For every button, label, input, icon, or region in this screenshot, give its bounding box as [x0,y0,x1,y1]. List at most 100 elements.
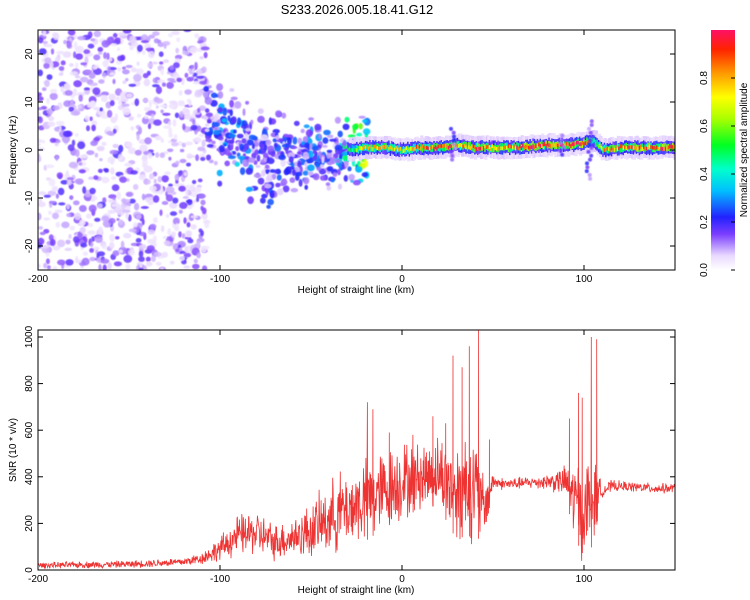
heatmap-cell [47,121,56,127]
heatmap-cell [232,151,237,155]
heatmap-cell [204,222,210,229]
heatmap-cell [39,231,46,236]
heatmap-cell [151,61,158,65]
heatmap-cell [63,83,69,89]
heatmap-cell [66,40,72,49]
x-tick-label: 100 [576,574,593,585]
heatmap-cell [143,106,152,112]
heatmap-cell [183,114,192,120]
heatmap-cell [126,93,133,98]
heatmap-cell [74,133,79,137]
heatmap-cell [263,152,269,158]
heatmap-cell [169,202,178,209]
heatmap-cell [245,100,250,105]
heatmap-cell [88,72,96,79]
heatmap-cell [224,160,230,167]
heatmap-cell [133,73,142,82]
heatmap-cell [163,43,167,49]
heatmap-cell [278,154,286,161]
heatmap-cell [342,123,350,130]
heatmap-cell [184,89,192,95]
heatmap-cell [60,85,65,93]
heatmap-cell [58,72,64,76]
heatmap-cell [179,256,186,262]
heatmap-cell [143,178,151,185]
heatmap-cell [341,151,349,156]
heatmap-cell [57,259,66,266]
heatmap-cell [197,178,203,183]
heatmap-cell [329,138,337,142]
heatmap-cell [265,189,269,196]
heatmap-cell [46,74,53,80]
heatmap-cell [148,99,152,108]
heatmap-cell [326,154,331,159]
heatmap-cell [587,173,592,177]
heatmap-cell [341,163,345,170]
heatmap-cell [77,104,82,110]
heatmap-cell [49,200,57,205]
heatmap-cell [86,150,95,156]
heatmap-cell [53,32,60,41]
heatmap-cell [122,80,127,84]
heatmap-cell [155,105,159,109]
heatmap-cell [153,217,158,224]
heatmap-cell [216,83,224,91]
heatmap-cell [58,125,62,132]
colorbar-tick-label: 0.6 [699,119,710,133]
heatmap-cell [136,113,142,118]
heatmap-cell [55,193,60,199]
heatmap-cell [323,129,331,136]
heatmap-cell [97,168,103,173]
heatmap-cell [132,184,139,190]
heatmap-cell [38,95,44,102]
heatmap-cell [42,139,45,144]
heatmap-cell [235,146,240,152]
heatmap-cell [101,91,109,96]
heatmap-cell [144,137,152,145]
heatmap-cell [297,137,303,144]
heatmap-cell [108,217,116,224]
heatmap-cell [122,103,130,107]
snr-frame [37,329,676,571]
heatmap-cell [104,169,109,173]
heatmap-cell [87,43,95,49]
heatmap-cell [449,149,454,154]
heatmap-cell [99,158,103,162]
heatmap-cell [223,147,231,156]
heatmap-cell [157,79,165,84]
heatmap-cell [335,158,341,164]
heatmap-cell [153,178,157,184]
heatmap-cell [97,46,104,53]
heatmap-cell [165,194,174,202]
heatmap-cell [205,112,213,117]
heatmap-cell [177,141,183,146]
heatmap-cell [338,183,342,190]
heatmap-cell [140,34,149,42]
heatmap-cell [38,201,46,208]
heatmap-cell [73,236,80,243]
heatmap-cell [89,248,94,253]
heatmap-cell [152,195,160,203]
heatmap-cell [166,81,174,89]
heatmap-cell [145,111,153,116]
heatmap-cell [348,173,355,181]
heatmap-cell [302,136,309,143]
heatmap-cell [138,174,147,181]
heatmap-cell [159,152,165,158]
heatmap-cell [65,170,70,177]
heatmap-cell [172,72,180,79]
heatmap-cell [71,139,76,146]
heatmap-cell [70,99,75,108]
heatmap-cell [78,94,83,102]
heatmap-cell [268,117,272,125]
heatmap-cell [38,212,42,221]
heatmap-cell [314,123,322,131]
heatmap-cell [119,219,123,226]
heatmap-cell [70,110,80,116]
heatmap-cell [175,160,180,165]
heatmap-cell [46,265,51,270]
heatmap-cell [111,203,118,208]
heatmap-cell [94,152,99,158]
heatmap-cell [192,119,196,125]
heatmap-cell [236,133,244,139]
